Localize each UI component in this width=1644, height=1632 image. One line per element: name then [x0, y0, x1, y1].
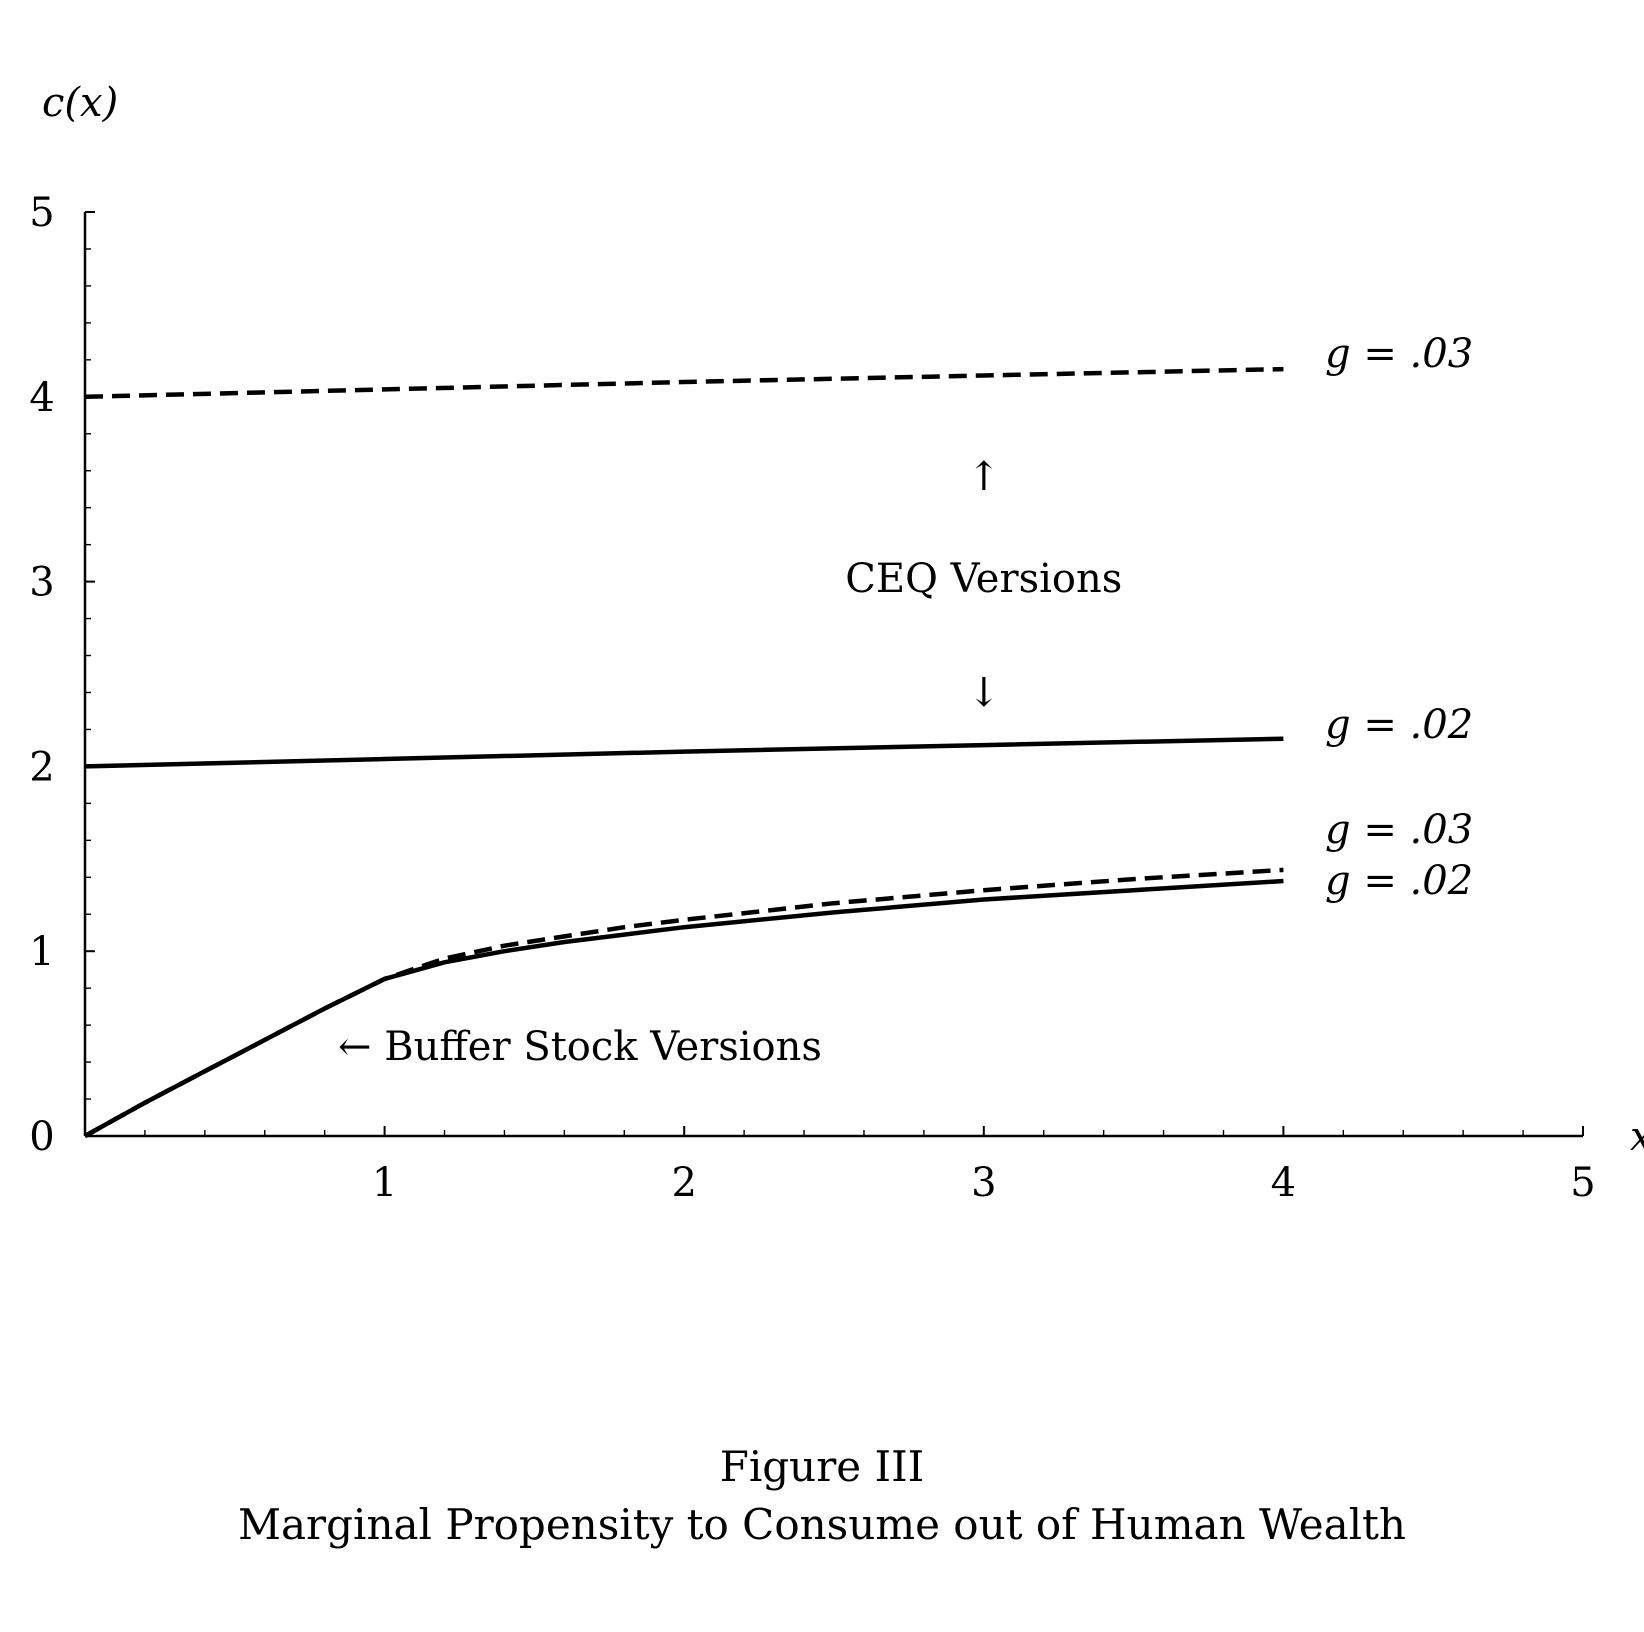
chart-series [83, 366, 1284, 1138]
x-tick-label: 3 [971, 1160, 996, 1206]
series-label: g = .02 [1325, 702, 1473, 748]
y-tick-label: 0 [29, 1114, 54, 1160]
series-line [84, 736, 1284, 769]
figure-number: Figure III [719, 1442, 925, 1491]
series-label: g = .02 [1325, 858, 1473, 904]
figure-title: Marginal Propensity to Consume out of Hu… [238, 1500, 1406, 1549]
y-tick-label: 2 [29, 744, 54, 790]
x-tick-label: 1 [372, 1160, 397, 1206]
series-label: g = .03 [1325, 331, 1473, 377]
x-tick-label: 4 [1271, 1160, 1296, 1206]
series-label: g = .03 [1325, 807, 1473, 853]
ceq-up-arrow: ↑ [967, 454, 1001, 500]
x-tick-label: 2 [671, 1160, 696, 1206]
ceq-annotation: CEQ Versions [845, 556, 1122, 602]
y-tick-label: 4 [29, 375, 54, 421]
y-tick-label: 5 [29, 190, 54, 236]
chart-axes [83, 211, 1584, 1138]
y-tick-label: 1 [29, 929, 54, 975]
buffer-stock-annotation: ← Buffer Stock Versions [338, 1024, 822, 1070]
x-axis-label: x [1630, 1114, 1644, 1160]
y-tick-label: 3 [29, 560, 54, 606]
ceq-down-arrow: ↓ [967, 670, 1001, 716]
y-axis-label: c(x) [42, 80, 118, 126]
series-line [84, 366, 1284, 400]
chart-labels: 1 2 3 4 5 0 1 2 3 4 5 c(x) x g = .03 g = .02 g = .03 g =… [29, 80, 1644, 1206]
x-tick-label: 5 [1570, 1160, 1595, 1206]
series-line [83, 878, 1284, 1138]
series-line [83, 867, 1284, 1138]
